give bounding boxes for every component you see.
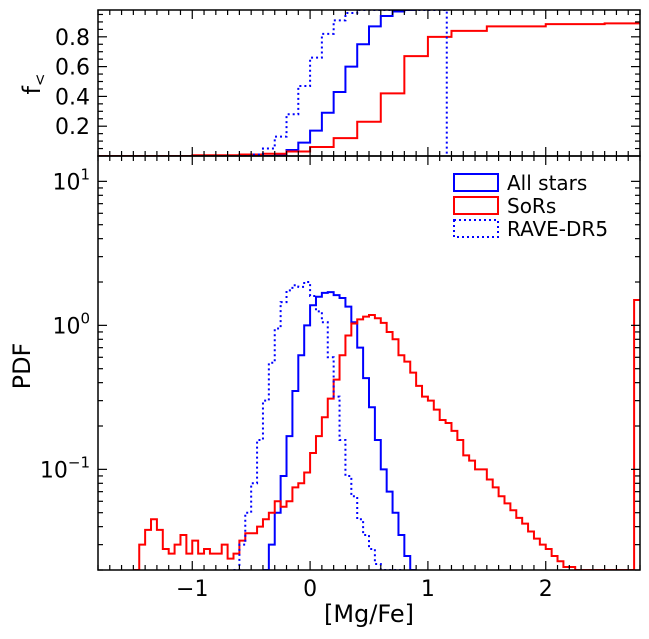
cumulative-series-group [98,10,640,156]
legend-label: All stars [507,171,587,195]
pdf-y-axis-label: PDF [8,343,36,390]
cumulative-y-tick-label: 0.8 [55,26,90,51]
legend-label: SoRs [507,194,556,218]
pdf-panel-frame [97,155,641,571]
cumulative-panel: 0.2 0.4 0.6 0.8 f< [18,9,641,157]
legend-label: RAVE-DR5 [507,217,608,241]
pdf-y-tick-label: 10−1 [40,453,90,483]
pdf-panel: −1 0 1 2 10−1 100 101 PDF [Mg/Fe] All starsSoR… [8,155,641,628]
cumulative-y-tick-label: 0.2 [55,115,90,140]
cumulative-y-axis-label: f< [18,73,49,94]
cumulative-y-tick-label: 0.6 [55,56,90,81]
pdf-all-line [262,291,417,570]
pdf-y-tick-label: 100 [52,309,90,339]
cumulative-rave-line [239,10,448,156]
cumulative-all-line [262,10,417,156]
cumulative-y-axis-label-base: f [18,86,46,95]
pdf-sors-line [133,299,640,570]
x-tick-label: −1 [176,577,208,602]
x-tick-label: 1 [421,577,435,602]
legend-swatch [453,219,499,238]
pdf-y-tick-label: 101 [52,165,90,195]
pdf-ticks: −1 0 1 2 10−1 100 101 [40,156,641,602]
x-tick-label: 0 [303,577,317,602]
x-tick-label: 2 [539,577,553,602]
x-axis-label: [Mg/Fe] [324,600,414,628]
legend-swatch [453,196,499,215]
cumulative-ticks: 0.2 0.4 0.6 0.8 [55,10,641,156]
cumulative-y-axis-label-sub: < [31,73,49,86]
cumulative-y-tick-label: 0.4 [55,85,90,110]
legend-swatch [453,173,499,192]
pdf-series-group [133,281,640,570]
